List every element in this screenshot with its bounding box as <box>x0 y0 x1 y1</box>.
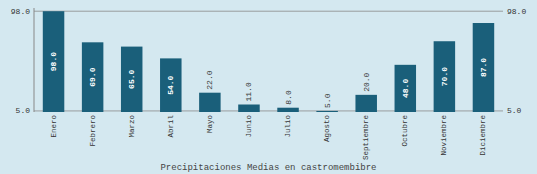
grid-line <box>34 11 503 12</box>
y-tick-label: 98.0 <box>11 7 30 16</box>
x-tick-label: Noviembre <box>440 115 448 156</box>
bar <box>199 93 220 112</box>
data-label: 70.0 <box>440 67 449 86</box>
bar <box>355 95 376 112</box>
y-axis-line <box>34 8 35 112</box>
x-tick-label: Enero <box>50 115 58 138</box>
y-tick-label: 98.0 <box>507 7 526 16</box>
bar <box>43 11 64 112</box>
bar <box>434 41 455 112</box>
bar <box>277 108 298 112</box>
bar <box>395 65 416 112</box>
data-label: 20.0 <box>362 72 371 91</box>
y-tick-label: 5.0 <box>16 106 31 115</box>
x-tick-label: Marzo <box>128 115 136 138</box>
bar <box>316 111 337 112</box>
x-tick-label: Abril <box>167 115 175 138</box>
bar <box>473 23 494 112</box>
data-labels: 98.0 69.0 65.0 54.0 22.0 11.0 8.0 5.0 20.0 48.0 70… <box>49 52 488 108</box>
data-label: 22.0 <box>205 70 214 89</box>
data-label: 5.0 <box>323 93 332 108</box>
data-label: 11.0 <box>244 82 253 101</box>
bar <box>160 58 181 112</box>
x-tick-label: Diciembre <box>479 115 487 156</box>
bar <box>238 104 259 112</box>
chart: 98.0 98.0 5.0 5.0 98.0 69.0 65.0 54.0 22.0 11.0 8.… <box>0 0 537 174</box>
data-label: 87.0 <box>479 58 488 77</box>
grid-line <box>34 110 503 111</box>
data-label: 54.0 <box>166 75 175 94</box>
data-label: 65.0 <box>127 69 136 88</box>
data-label: 48.0 <box>401 79 410 98</box>
data-label: 8.0 <box>284 90 293 105</box>
x-tick-label: Febrero <box>89 115 97 147</box>
x-tick-label: Agosto <box>323 115 331 143</box>
bars <box>43 11 494 112</box>
title: Precipitaciones Medias en castromembibre <box>160 163 376 173</box>
y-tick-label: 5.0 <box>507 106 522 115</box>
x-tick-label: Octubre <box>401 115 409 147</box>
x-tick-label: Junio <box>245 115 253 138</box>
bar <box>121 47 142 112</box>
x-tick-label: Septiembre <box>362 115 370 160</box>
x-tick-label: Mayo <box>206 115 214 134</box>
data-label: 98.0 <box>49 52 58 71</box>
x-tick-label: Julio <box>284 115 292 138</box>
data-label: 69.0 <box>88 67 97 86</box>
bar <box>82 42 103 112</box>
